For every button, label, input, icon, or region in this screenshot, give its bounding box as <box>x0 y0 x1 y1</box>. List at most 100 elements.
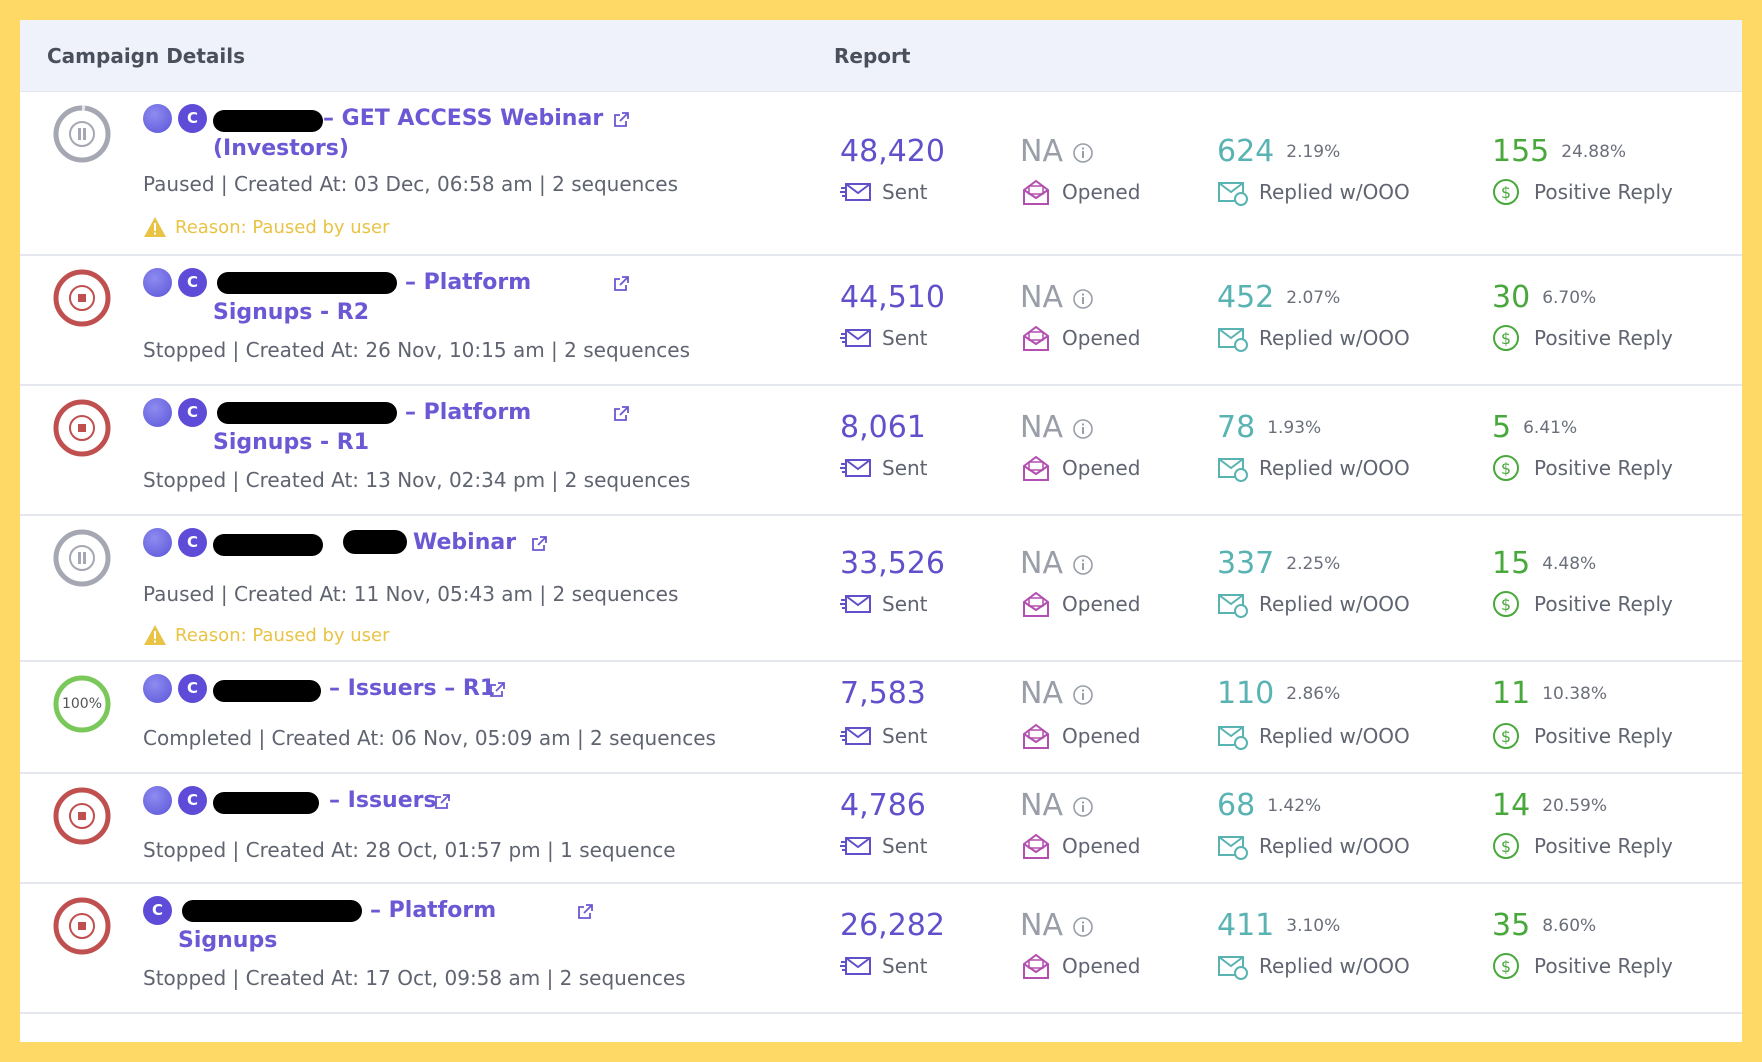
campaign-name-link[interactable]: Webinar <box>213 528 516 558</box>
warning-icon <box>144 217 166 237</box>
redaction-mark <box>217 272 397 294</box>
replied-label: Replied w/OOO <box>1217 324 1410 352</box>
envelope-icon <box>840 727 871 745</box>
table-header: Campaign Details Report <box>20 20 1742 92</box>
campaign-name-line2: Signups - R1 <box>213 430 369 455</box>
positive-count: 35 8.60% <box>1492 908 1597 943</box>
replied-count: 110 2.86% <box>1217 676 1341 711</box>
replied-percent: 2.25% <box>1286 554 1341 574</box>
positive-percent: 6.41% <box>1523 418 1578 438</box>
campaign-meta: Stopped | Created At: 17 Oct, 09:58 am |… <box>143 966 686 990</box>
opened-label: Opened <box>1020 952 1140 980</box>
stopped-status-icon <box>52 268 112 328</box>
campaign-row[interactable]: C – Platform Signups - R2 Stopped | Crea… <box>20 256 1742 386</box>
dollar-icon: $ <box>1493 953 1519 979</box>
opened-count: NA <box>1020 280 1063 315</box>
campaign-row[interactable]: C Webinar Paused | Created At: 11 Nov, 0… <box>20 516 1742 662</box>
reply-envelope-icon <box>1218 836 1248 860</box>
campaign-row[interactable]: C – Platform Signups Stopped | Created A… <box>20 884 1742 1014</box>
redaction-mark <box>343 530 407 554</box>
avatar <box>143 786 172 815</box>
opened-count: NA <box>1020 134 1063 169</box>
positive-percent: 6.70% <box>1542 288 1597 308</box>
info-icon[interactable] <box>1072 288 1094 310</box>
envelope-icon <box>840 837 871 855</box>
open-envelope-icon <box>1023 953 1049 979</box>
opened-count: NA <box>1020 676 1063 711</box>
sent-label: Sent <box>840 722 928 750</box>
external-link-icon[interactable] <box>611 404 631 424</box>
external-link-icon[interactable] <box>432 792 452 812</box>
reply-envelope-icon <box>1218 328 1248 352</box>
sent-count: 4,786 <box>840 788 926 823</box>
redaction-mark <box>213 680 321 702</box>
campaign-name-link[interactable]: – Issuers – R1 <box>213 674 495 704</box>
campaign-name-link[interactable]: – Platform Signups - R2 <box>213 268 553 328</box>
campaign-name-link[interactable]: – Platform Signups <box>178 896 518 956</box>
campaign-row[interactable]: C – GET ACCESS Webinar (Investors) Pause… <box>20 92 1742 256</box>
dollar-icon: $ <box>1493 325 1519 351</box>
campaign-meta: Paused | Created At: 03 Dec, 06:58 am | … <box>143 172 679 196</box>
sent-count: 8,061 <box>840 410 926 445</box>
campaign-name-line1: – Issuers <box>329 788 437 813</box>
external-link-icon[interactable] <box>487 680 507 700</box>
campaign-name-line1: – Platform <box>370 898 497 923</box>
svg-text:$: $ <box>1501 727 1511 746</box>
replied-label: Replied w/OOO <box>1217 590 1410 618</box>
campaign-name-link[interactable]: – Platform Signups - R1 <box>213 398 553 458</box>
replied-percent: 2.86% <box>1286 684 1341 704</box>
replied-label: Replied w/OOO <box>1217 178 1410 206</box>
info-icon[interactable] <box>1072 916 1094 938</box>
positive-percent: 8.60% <box>1542 916 1597 936</box>
opened-label: Opened <box>1020 178 1140 206</box>
reply-envelope-icon <box>1218 726 1248 750</box>
client-badge: C <box>178 398 207 427</box>
sent-count: 44,510 <box>840 280 945 315</box>
client-badge: C <box>178 528 207 557</box>
external-link-icon[interactable] <box>575 902 595 922</box>
dollar-icon: $ <box>1493 455 1519 481</box>
replied-count: 452 2.07% <box>1217 280 1341 315</box>
client-badge: C <box>178 674 207 703</box>
redaction-mark <box>217 402 397 424</box>
sent-count: 7,583 <box>840 676 926 711</box>
campaign-row[interactable]: C – Issuers Stopped | Created At: 28 Oct… <box>20 774 1742 884</box>
client-badge: C <box>143 896 172 925</box>
external-link-icon[interactable] <box>611 274 631 294</box>
reply-envelope-icon <box>1218 182 1248 206</box>
dollar-icon: $ <box>1493 591 1519 617</box>
avatar <box>143 528 172 557</box>
replied-label: Replied w/OOO <box>1217 832 1410 860</box>
external-link-icon[interactable] <box>529 534 549 554</box>
replied-count: 411 3.10% <box>1217 908 1341 943</box>
svg-text:$: $ <box>1501 183 1511 202</box>
info-icon[interactable] <box>1072 796 1094 818</box>
external-link-icon[interactable] <box>611 110 631 130</box>
info-icon[interactable] <box>1072 554 1094 576</box>
opened-label: Opened <box>1020 832 1140 860</box>
sent-label: Sent <box>840 832 928 860</box>
info-icon[interactable] <box>1072 142 1094 164</box>
campaign-name-link[interactable]: – GET ACCESS Webinar (Investors) <box>213 104 633 164</box>
campaign-name-line2: Signups - R2 <box>213 300 369 325</box>
campaign-name-line1: – Platform <box>405 270 532 295</box>
campaign-meta: Paused | Created At: 11 Nov, 05:43 am | … <box>143 582 679 606</box>
info-icon[interactable] <box>1072 684 1094 706</box>
sent-count: 26,282 <box>840 908 945 943</box>
stopped-status-icon <box>52 398 112 458</box>
campaign-name-link[interactable]: – Issuers <box>213 786 437 816</box>
svg-text:$: $ <box>1501 459 1511 478</box>
header-report: Report <box>834 44 911 68</box>
pause-reason: Reason: Paused by user <box>143 624 390 646</box>
campaign-row[interactable]: 100% C – Issuers – R1 Completed | Create… <box>20 662 1742 774</box>
campaign-row[interactable]: C – Platform Signups - R1 Stopped | Crea… <box>20 386 1742 516</box>
sent-label: Sent <box>840 952 928 980</box>
sent-label: Sent <box>840 324 928 352</box>
sent-count: 48,420 <box>840 134 945 169</box>
info-icon[interactable] <box>1072 418 1094 440</box>
positive-percent: 24.88% <box>1561 142 1627 162</box>
envelope-icon <box>840 329 871 347</box>
header-campaign-details: Campaign Details <box>47 44 246 68</box>
campaign-name-line2: (Investors) <box>213 136 349 161</box>
replied-count: 337 2.25% <box>1217 546 1341 581</box>
